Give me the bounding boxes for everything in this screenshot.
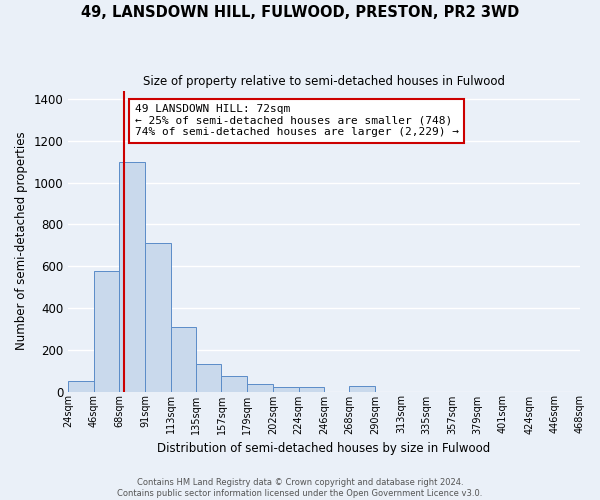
Bar — [299, 388, 324, 392]
Bar — [274, 388, 299, 392]
Bar — [349, 386, 375, 392]
Text: 49 LANSDOWN HILL: 72sqm
← 25% of semi-detached houses are smaller (748)
74% of s: 49 LANSDOWN HILL: 72sqm ← 25% of semi-de… — [135, 104, 459, 138]
X-axis label: Distribution of semi-detached houses by size in Fulwood: Distribution of semi-detached houses by … — [157, 442, 491, 455]
Bar — [145, 243, 171, 392]
Bar — [171, 326, 196, 392]
Bar — [68, 381, 94, 392]
Bar — [119, 162, 145, 392]
Title: Size of property relative to semi-detached houses in Fulwood: Size of property relative to semi-detach… — [143, 75, 505, 88]
Bar — [94, 272, 119, 392]
Y-axis label: Number of semi-detached properties: Number of semi-detached properties — [15, 132, 28, 350]
Bar — [247, 384, 274, 392]
Bar — [196, 364, 221, 392]
Bar — [221, 376, 247, 392]
Text: 49, LANSDOWN HILL, FULWOOD, PRESTON, PR2 3WD: 49, LANSDOWN HILL, FULWOOD, PRESTON, PR2… — [81, 5, 519, 20]
Text: Contains HM Land Registry data © Crown copyright and database right 2024.
Contai: Contains HM Land Registry data © Crown c… — [118, 478, 482, 498]
